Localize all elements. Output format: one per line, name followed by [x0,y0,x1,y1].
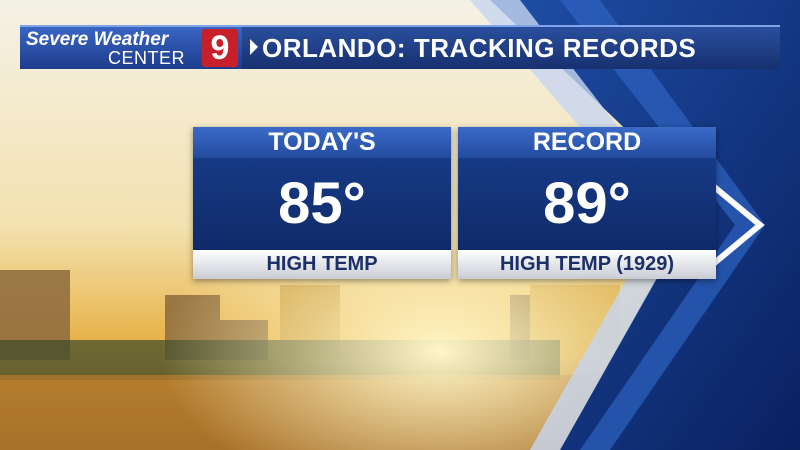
title: ORLANDO: TRACKING RECORDS [262,33,697,63]
card-value: 89° [458,158,716,250]
card: RECORD 89° HIGH TEMP (1929) [458,127,716,279]
logo: Severe Weather CENTER 9 [20,27,242,69]
card-value: 85° [193,158,451,250]
card-label: TODAY'S [193,127,451,158]
channel-badge: 9 [202,29,238,67]
header-bar: Severe Weather CENTER 9 ORLANDO: TRACKIN… [20,25,780,69]
arrow-icon [250,39,258,55]
card: TODAY'S 85° HIGH TEMP [193,127,451,279]
brand-line2: CENTER [108,48,186,68]
card-label: RECORD [458,127,716,158]
card-caption: HIGH TEMP (1929) [458,250,716,279]
brand-line1: Severe Weather [26,29,169,50]
card-caption: HIGH TEMP [193,250,451,279]
